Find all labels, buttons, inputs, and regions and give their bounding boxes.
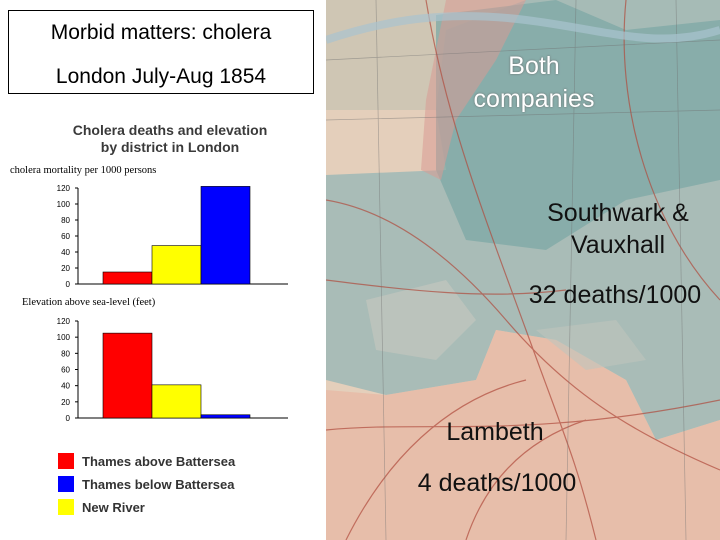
legend-label-below: Thames below Battersea xyxy=(82,477,235,492)
mortality-bar-1 xyxy=(102,271,153,285)
label-both-companies: Both companies xyxy=(454,50,614,116)
map-artwork xyxy=(326,0,720,540)
mortality-tick-label: 60 xyxy=(61,232,70,241)
label-lambeth: Lambeth xyxy=(446,418,544,446)
chart-heading-line1: Cholera deaths and elevation xyxy=(72,122,268,138)
mortality-chart: 0 20 40 60 80 100 120 xyxy=(57,184,288,289)
elevation-tick-label: 60 xyxy=(61,366,70,375)
legend-label-above: Thames above Battersea xyxy=(82,454,236,469)
mortality-chart-title: cholera mortality per 1000 persons xyxy=(10,165,157,176)
label-lambeth-rate: 4 deaths/1000 xyxy=(417,469,577,497)
chart-heading: Cholera deaths and elevation by district… xyxy=(40,122,300,156)
mortality-tick-label: 40 xyxy=(61,248,70,257)
label-sv-rate: 32 deaths/1000 xyxy=(528,281,702,309)
elevation-chart-title: Elevation above sea-level (feet) xyxy=(22,297,156,308)
label-sv-line2: Vauxhall xyxy=(570,231,666,259)
mortality-tick-label: 100 xyxy=(57,200,71,209)
mortality-bar-3 xyxy=(200,186,251,285)
label-sv-line1: Southwark & xyxy=(547,199,689,227)
bar-charts: 0 20 40 60 80 100 120 0 20 40 60 80 100 120 xyxy=(57,184,288,423)
elevation-tick-label: 120 xyxy=(57,317,71,326)
label-both-line2: companies xyxy=(473,85,595,113)
elevation-tick-label: 20 xyxy=(61,398,70,407)
elevation-tick-label: 0 xyxy=(66,414,71,423)
london-water-supply-map: Both companies Southwark & Vauxhall 32 d… xyxy=(326,0,720,540)
elevation-tick-label: 80 xyxy=(61,349,70,358)
slide-title: Morbid matters: cholera xyxy=(50,21,272,44)
elevation-bar-1 xyxy=(102,332,153,419)
legend-swatch-below xyxy=(58,476,74,492)
label-southwark-vauxhall: Southwark & Vauxhall xyxy=(520,197,716,261)
slide-title-box: Morbid matters: cholera London July-Aug … xyxy=(8,10,314,94)
chart-heading-line2: by district in London xyxy=(100,139,240,155)
slide-subtitle: London July-Aug 1854 xyxy=(55,65,267,88)
mortality-tick-label: 80 xyxy=(61,216,70,225)
label-both-line1: Both xyxy=(508,52,560,80)
elevation-tick-label: 40 xyxy=(61,382,70,391)
mortality-tick-label: 20 xyxy=(61,264,70,273)
elevation-bar-2 xyxy=(151,384,202,419)
mortality-tick-label: 120 xyxy=(57,184,71,193)
legend-swatch-newriver xyxy=(58,499,74,515)
legend-label-newriver: New River xyxy=(82,500,145,515)
mortality-bar-2 xyxy=(151,245,202,285)
elevation-bar-3 xyxy=(200,414,251,419)
legend-swatch-above xyxy=(58,453,74,469)
elevation-tick-label: 100 xyxy=(57,333,71,342)
elevation-chart: 0 20 40 60 80 100 120 xyxy=(57,317,288,423)
mortality-tick-label: 0 xyxy=(66,280,71,289)
